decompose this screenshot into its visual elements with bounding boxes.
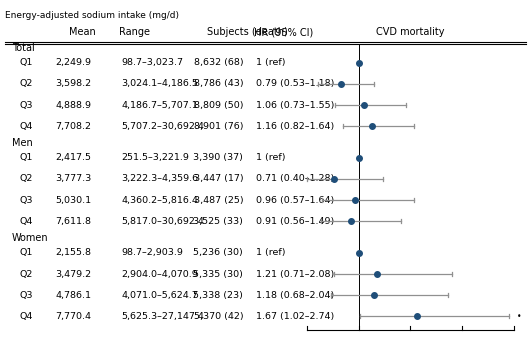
Text: 8,809 (50): 8,809 (50)	[194, 101, 243, 110]
Text: 5,370 (42): 5,370 (42)	[194, 312, 243, 321]
Text: Total: Total	[12, 43, 35, 53]
Text: 7,611.8: 7,611.8	[55, 217, 91, 226]
Text: 4,360.2–5,816.4: 4,360.2–5,816.4	[122, 196, 199, 205]
Text: 1.16 (0.82–1.64): 1.16 (0.82–1.64)	[256, 122, 334, 131]
Text: Q4: Q4	[19, 217, 32, 226]
Text: Q2: Q2	[19, 80, 32, 88]
Text: 7,708.2: 7,708.2	[55, 122, 91, 131]
Text: Q3: Q3	[19, 101, 32, 110]
Text: Energy-adjusted sodium intake (mg/d): Energy-adjusted sodium intake (mg/d)	[5, 11, 179, 20]
Text: 5,335 (30): 5,335 (30)	[193, 270, 243, 278]
Text: CVD mortality: CVD mortality	[376, 27, 445, 37]
Text: 3,024.1–4,186.5: 3,024.1–4,186.5	[122, 80, 199, 88]
Text: Q4: Q4	[19, 312, 32, 321]
Text: 98.7–3,023.7: 98.7–3,023.7	[122, 58, 184, 67]
Text: 1 (ref): 1 (ref)	[256, 248, 286, 257]
Text: 3,390 (37): 3,390 (37)	[193, 153, 243, 162]
Text: Q1: Q1	[19, 58, 32, 67]
Text: Mean: Mean	[69, 27, 96, 37]
Text: 2,904.0–4,070.9: 2,904.0–4,070.9	[122, 270, 199, 278]
Text: 3,447 (17): 3,447 (17)	[194, 175, 243, 183]
Text: Q2: Q2	[19, 270, 32, 278]
Text: 98.7–2,903.9: 98.7–2,903.9	[122, 248, 184, 257]
Text: 8,901 (76): 8,901 (76)	[194, 122, 243, 131]
Text: Range: Range	[119, 27, 150, 37]
Text: Q1: Q1	[19, 153, 32, 162]
Text: 0.71 (0.40–1.28): 0.71 (0.40–1.28)	[256, 175, 334, 183]
Text: 5,817.0–30,692.4: 5,817.0–30,692.4	[122, 217, 204, 226]
Text: 1.67 (1.02–2.74): 1.67 (1.02–2.74)	[256, 312, 334, 321]
Text: 4,071.0–5,624.7: 4,071.0–5,624.7	[122, 291, 199, 300]
Text: 251.5–3,221.9: 251.5–3,221.9	[122, 153, 190, 162]
Text: •: •	[517, 312, 521, 321]
Text: 3,222.3–4,359.6: 3,222.3–4,359.6	[122, 175, 199, 183]
Text: 2,155.8: 2,155.8	[55, 248, 91, 257]
Text: 0.96 (0.57–1.64): 0.96 (0.57–1.64)	[256, 196, 334, 205]
Text: 0.79 (0.53–1.18): 0.79 (0.53–1.18)	[256, 80, 335, 88]
Text: 1.21 (0.71–2.08): 1.21 (0.71–2.08)	[256, 270, 334, 278]
Text: 5,236 (30): 5,236 (30)	[193, 248, 243, 257]
Text: 3,598.2: 3,598.2	[55, 80, 91, 88]
Text: Q4: Q4	[19, 122, 32, 131]
Text: 0.91 (0.56–1.49): 0.91 (0.56–1.49)	[256, 217, 334, 226]
Text: 3,479.2: 3,479.2	[55, 270, 91, 278]
Text: 1 (ref): 1 (ref)	[256, 58, 286, 67]
Text: Q1: Q1	[19, 248, 32, 257]
Text: 5,625.3–27,147.4: 5,625.3–27,147.4	[122, 312, 204, 321]
Text: Q3: Q3	[19, 291, 32, 300]
Text: Subjects (death): Subjects (death)	[207, 27, 288, 37]
Text: 5,338 (23): 5,338 (23)	[193, 291, 243, 300]
Text: Q3: Q3	[19, 196, 32, 205]
Text: 4,888.9: 4,888.9	[55, 101, 91, 110]
Text: 2,249.9: 2,249.9	[55, 58, 91, 67]
Text: 1.18 (0.68–2.04): 1.18 (0.68–2.04)	[256, 291, 334, 300]
Text: 3,777.3: 3,777.3	[55, 175, 91, 183]
Text: 8,786 (43): 8,786 (43)	[194, 80, 243, 88]
Text: HR (95% CI): HR (95% CI)	[254, 27, 313, 37]
Text: 1.06 (0.73–1.55): 1.06 (0.73–1.55)	[256, 101, 335, 110]
Text: 3,487 (25): 3,487 (25)	[194, 196, 243, 205]
Text: Men: Men	[12, 138, 32, 148]
Text: 8,632 (68): 8,632 (68)	[194, 58, 243, 67]
Text: 2,417.5: 2,417.5	[55, 153, 91, 162]
Text: 3,525 (33): 3,525 (33)	[193, 217, 243, 226]
Text: 7,770.4: 7,770.4	[55, 312, 91, 321]
Text: 5,030.1: 5,030.1	[55, 196, 91, 205]
Text: 1 (ref): 1 (ref)	[256, 153, 286, 162]
Text: 4,186.7–5,707.1: 4,186.7–5,707.1	[122, 101, 199, 110]
Text: Women: Women	[12, 233, 48, 243]
Text: Q2: Q2	[19, 175, 32, 183]
Text: 5,707.2–30,692.4: 5,707.2–30,692.4	[122, 122, 204, 131]
Text: 4,786.1: 4,786.1	[55, 291, 91, 300]
